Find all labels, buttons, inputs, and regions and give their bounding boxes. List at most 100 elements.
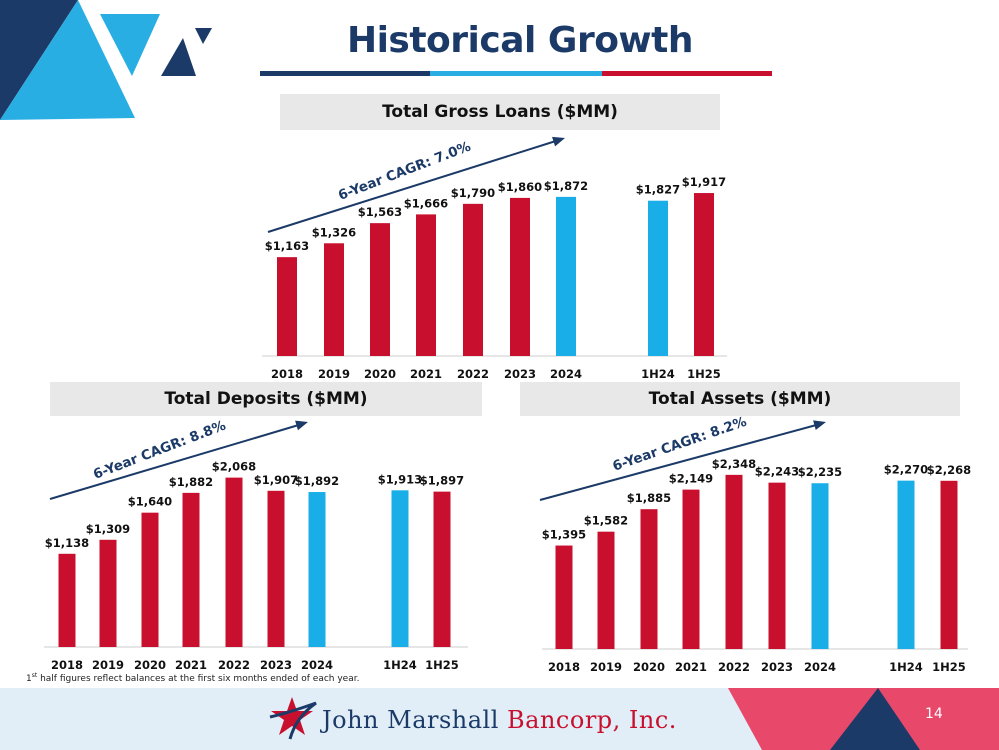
assets-value-label: $2,268 [927,463,971,477]
assets-value-label: $1,885 [627,491,671,505]
deposits-tick-label: 2020 [134,658,166,672]
loans-value-label: $1,666 [404,196,448,210]
deposits-bar-1H25 [433,491,451,647]
deposits-tick-label: 2022 [218,658,250,672]
deposits-tick-label: 2023 [260,658,292,672]
deposits-value-label: $1,882 [169,475,213,489]
deposits-tick-label: 2018 [51,658,83,672]
loans-value-label: $1,872 [544,179,588,193]
loans-tick-label: 2024 [550,367,582,381]
deposits-bar-2020 [141,512,159,647]
assets-bar-2024 [811,483,829,649]
assets-bar-2019 [597,531,615,649]
assets-value-label: $2,243 [755,465,799,479]
loans-tick-label: 1H25 [687,367,721,381]
loans-bar-2018 [277,257,297,356]
loans-tick-label: 2021 [410,367,442,381]
loans-bar-2019 [324,243,344,356]
assets-value-label: $2,348 [712,457,756,471]
deposits-bar-1H24 [391,490,409,647]
title-underline-red [602,71,772,76]
footnote: 1st half figures reflect balances at the… [26,672,360,684]
assets-tick-label: 2023 [761,660,793,674]
deposits-value-label: $1,138 [45,536,89,550]
assets-cagr-arrow-head [813,420,826,430]
deposits-bar-2022 [225,477,243,647]
assets-chart-title: Total Assets ($MM) [520,382,960,416]
assets-value-label: $2,270 [884,463,928,477]
deposits-tick-label: 2024 [301,658,333,672]
deposits-value-label: $2,068 [212,460,256,474]
assets-tick-label: 2019 [590,660,622,674]
loans-chart-title: Total Gross Loans ($MM) [280,94,720,130]
company-brand: John Marshall Bancorp, Inc. [322,706,677,734]
loans-tick-label: 2019 [318,367,350,381]
loans-tick-label: 2023 [504,367,536,381]
deposits-tick-label: 2019 [92,658,124,672]
deposits-tick-label: 1H24 [383,658,417,672]
assets-cagr-arrow-line [539,423,821,501]
assets-value-label: $2,149 [669,472,713,486]
loans-value-label: $1,163 [265,239,309,253]
loans-cagr-arrow-head [552,136,565,147]
assets-tick-label: 2024 [804,660,836,674]
assets-tick-label: 2021 [675,660,707,674]
deposits-value-label: $1,913 [378,472,422,486]
loans-value-label: $1,827 [636,183,680,197]
assets-bar-2018 [555,545,573,649]
deposits-value-label: $1,309 [86,522,130,536]
deposits-bar-2023 [267,490,285,647]
assets-value-label: $2,235 [798,465,842,479]
loans-value-label: $1,563 [358,205,402,219]
assets-value-label: $1,395 [542,528,586,542]
assets-bar-2021 [682,489,700,649]
loans-value-label: $1,917 [682,175,726,189]
deposits-bar-2024 [308,492,326,647]
deposits-bar-2021 [182,492,200,647]
loans-bar-2023 [510,197,530,356]
loans-bar-1H25 [694,193,714,356]
loans-bar-2020 [370,223,390,356]
deposits-tick-label: 1H25 [425,658,459,672]
deposits-value-label: $1,640 [128,495,172,509]
deposits-chart-title: Total Deposits ($MM) [50,382,482,416]
loans-bar-2021 [416,214,436,356]
deposits-value-label: $1,892 [295,474,339,488]
deposits-bar-2018 [58,553,76,647]
assets-tick-label: 2018 [548,660,580,674]
corner-logo-graphic [0,0,212,120]
loans-tick-label: 1H24 [641,367,675,381]
loans-tick-label: 2020 [364,367,396,381]
deposits-cagr-arrow-head [295,420,308,431]
loans-bar-1H24 [648,200,668,356]
loans-bar-2024 [556,196,576,356]
assets-tick-label: 2020 [633,660,665,674]
deposits-cagr-arrow-line [49,423,303,500]
loans-tick-label: 2018 [271,367,303,381]
footer-triangles-graphic [728,688,999,750]
loans-value-label: $1,860 [498,180,542,194]
assets-bar-2020 [640,509,658,649]
assets-bar-2022 [725,474,743,649]
deposits-value-label: $1,907 [254,473,298,487]
page-title: Historical Growth [346,20,694,61]
assets-bar-2023 [768,482,786,649]
loans-tick-label: 2022 [457,367,489,381]
deposits-tick-label: 2021 [175,658,207,672]
star-logo-icon [269,697,317,740]
title-underline-navy [260,71,430,76]
loans-value-label: $1,790 [451,186,495,200]
assets-bar-1H24 [897,480,915,649]
deposits-bar-2019 [99,539,117,647]
assets-tick-label: 2022 [718,660,750,674]
loans-value-label: $1,326 [312,225,356,239]
deposits-value-label: $1,897 [420,474,464,488]
assets-tick-label: 1H24 [889,660,923,674]
assets-value-label: $1,582 [584,514,628,528]
title-underline-cyan [430,71,602,76]
loans-bar-2022 [463,203,483,356]
loans-cagr-arrow-line [267,139,560,233]
